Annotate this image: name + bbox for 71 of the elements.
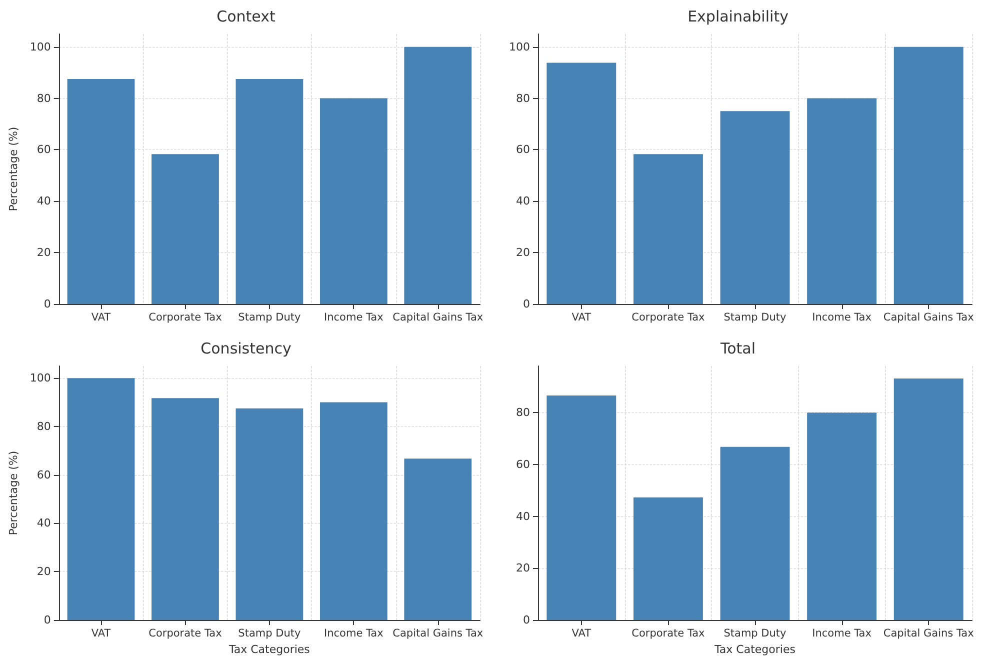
y-tick-label: 80: [36, 92, 51, 105]
y-tick-label: 0: [44, 614, 51, 626]
x-axis-title: Tax Categories: [714, 643, 796, 656]
bar: [720, 446, 790, 620]
bar: [67, 378, 135, 620]
x-axis-title: Tax Categories: [228, 643, 310, 656]
x-tick-label: Income Tax: [812, 312, 872, 324]
bar: [236, 408, 304, 620]
y-tick-label: 100: [30, 40, 51, 54]
bar: [894, 46, 964, 304]
bar: [807, 412, 877, 620]
chart-title: Context: [216, 8, 276, 26]
y-tick-label: 80: [516, 92, 530, 105]
y-tick-label: 20: [516, 246, 530, 260]
y-tick-label: 80: [36, 420, 51, 433]
x-tick-label: Capital Gains Tax: [883, 312, 974, 324]
chart-title: Explainability: [688, 8, 789, 26]
bar: [320, 98, 388, 304]
bar: [152, 398, 219, 620]
bar: [67, 79, 135, 304]
y-tick-label: 20: [36, 565, 51, 578]
chart-title: Consistency: [200, 340, 292, 358]
y-tick-label: 100: [30, 372, 51, 385]
y-tick-label: 20: [516, 562, 530, 575]
y-tick-label: 40: [516, 194, 530, 208]
bar: [633, 497, 703, 620]
bar: [894, 378, 964, 620]
x-tick-label: Income Tax: [324, 312, 384, 324]
bar: [546, 62, 616, 304]
x-tick-label: VAT: [572, 312, 592, 324]
y-tick-label: 100: [509, 40, 530, 54]
chart-title: Total: [719, 340, 756, 358]
x-tick-label: Stamp Duty: [724, 628, 786, 640]
x-tick-label: Corporate Tax: [148, 628, 222, 640]
x-tick-label: VAT: [91, 312, 112, 324]
x-tick-label: Stamp Duty: [238, 628, 301, 640]
bar: [404, 458, 472, 620]
y-tick-label: 20: [36, 246, 51, 260]
y-tick-label: 60: [36, 468, 51, 482]
y-tick-label: 60: [516, 143, 530, 156]
x-tick-label: Corporate Tax: [148, 312, 222, 324]
y-tick-label: 60: [36, 143, 51, 156]
x-tick-label: Capital Gains Tax: [392, 628, 484, 640]
y-tick-label: 60: [516, 458, 530, 471]
bar: [152, 154, 219, 304]
bar: [546, 396, 616, 620]
x-tick-label: Income Tax: [324, 628, 384, 640]
x-tick-label: Corporate Tax: [632, 312, 705, 324]
bar: [807, 98, 877, 304]
bar: [404, 46, 472, 304]
x-tick-label: Income Tax: [812, 628, 872, 640]
x-tick-label: Corporate Tax: [632, 628, 705, 640]
y-tick-label: 80: [516, 406, 530, 420]
y-tick-label: 40: [36, 194, 51, 208]
y-tick-label: 0: [523, 298, 530, 310]
x-tick-label: VAT: [91, 628, 112, 640]
x-tick-label: Capital Gains Tax: [392, 312, 484, 324]
x-tick-label: Stamp Duty: [724, 312, 786, 324]
x-tick-label: Capital Gains Tax: [883, 628, 974, 640]
x-tick-label: Stamp Duty: [238, 312, 301, 324]
x-tick-label: VAT: [572, 628, 592, 640]
bar: [720, 111, 790, 304]
bar: [236, 79, 304, 304]
y-axis-title: Percentage (%): [7, 126, 20, 212]
bar: [633, 154, 703, 304]
y-tick-label: 40: [36, 516, 51, 530]
y-tick-label: 0: [523, 614, 530, 626]
y-tick-label: 0: [44, 298, 51, 310]
y-axis-title: Percentage (%): [7, 450, 20, 536]
y-tick-label: 40: [516, 510, 530, 523]
bar: [320, 402, 388, 620]
